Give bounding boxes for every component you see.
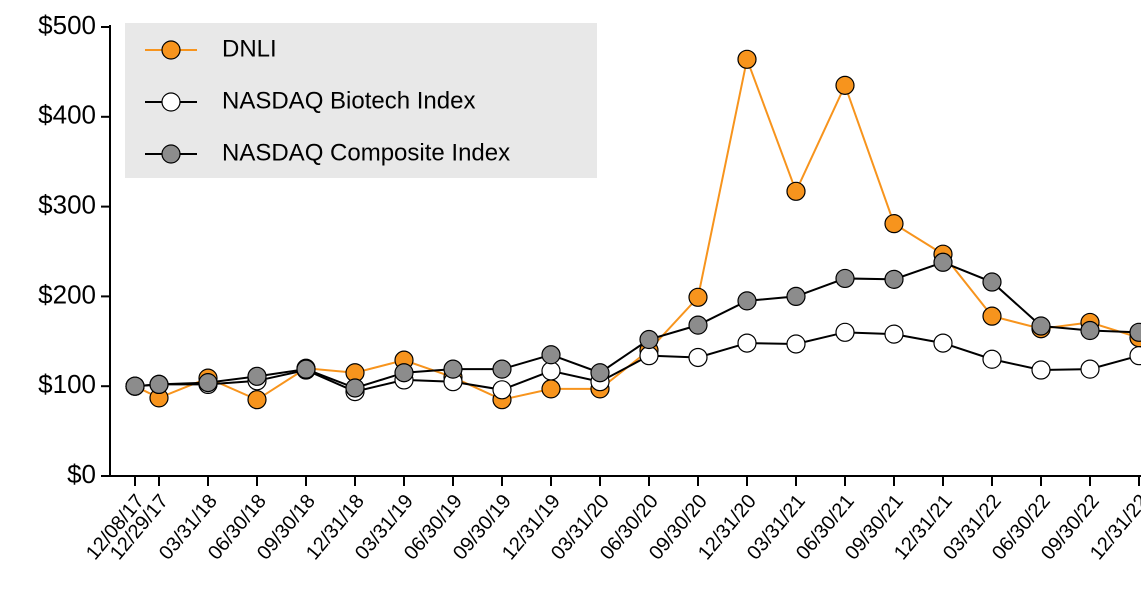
legend-marker <box>161 144 181 164</box>
data-point <box>541 345 561 365</box>
legend-marker <box>161 40 181 60</box>
data-point <box>125 376 145 396</box>
data-point <box>835 268 855 289</box>
series-line <box>134 261 1140 390</box>
data-point <box>198 373 218 393</box>
data-point <box>884 324 904 344</box>
y-tick-label: $400 <box>38 100 96 130</box>
y-tick-label: $200 <box>38 279 96 309</box>
data-point <box>982 272 1002 292</box>
legend-box <box>125 23 597 178</box>
data-point <box>835 75 855 95</box>
data-point <box>590 363 610 383</box>
data-point <box>394 363 414 383</box>
data-point <box>149 374 169 395</box>
legend-marker <box>161 92 181 112</box>
data-point <box>541 361 561 381</box>
legend-label: NASDAQ Composite Index <box>222 139 510 166</box>
data-point <box>688 315 708 335</box>
data-point <box>247 390 267 410</box>
data-point <box>933 333 953 353</box>
legend-label: NASDAQ Biotech Index <box>222 87 475 114</box>
data-point <box>884 269 904 289</box>
data-point <box>492 380 512 400</box>
data-point <box>982 306 1002 326</box>
data-point <box>835 322 855 342</box>
legend-label: DNLI <box>222 35 277 62</box>
data-point <box>688 347 708 368</box>
data-point <box>1129 322 1141 342</box>
data-point <box>1031 316 1051 336</box>
y-tick-label: $500 <box>38 10 96 40</box>
y-tick-label: $300 <box>38 189 96 219</box>
series-line <box>134 331 1140 393</box>
data-point <box>737 49 757 69</box>
data-point <box>786 334 806 354</box>
data-point <box>688 287 708 307</box>
data-point <box>1129 346 1141 366</box>
data-point <box>737 333 757 353</box>
data-point <box>639 346 659 366</box>
data-point <box>1080 320 1100 341</box>
data-point <box>345 378 365 398</box>
data-point <box>296 359 316 379</box>
data-point <box>982 349 1002 369</box>
data-point <box>247 366 267 386</box>
data-point <box>639 329 659 350</box>
y-tick-label: $100 <box>38 369 96 399</box>
data-point <box>492 359 512 379</box>
data-point <box>786 286 806 306</box>
data-point <box>737 291 757 311</box>
data-point <box>933 252 953 272</box>
data-point <box>884 214 904 234</box>
legend: DNLI NASDAQ Biotech Index NASDAQ Composite… <box>125 23 597 178</box>
data-point <box>443 359 463 379</box>
data-point <box>786 181 806 201</box>
data-point <box>1080 359 1100 379</box>
data-point <box>1031 360 1051 380</box>
data-point <box>541 379 561 399</box>
y-tick-label: $0 <box>67 459 96 489</box>
